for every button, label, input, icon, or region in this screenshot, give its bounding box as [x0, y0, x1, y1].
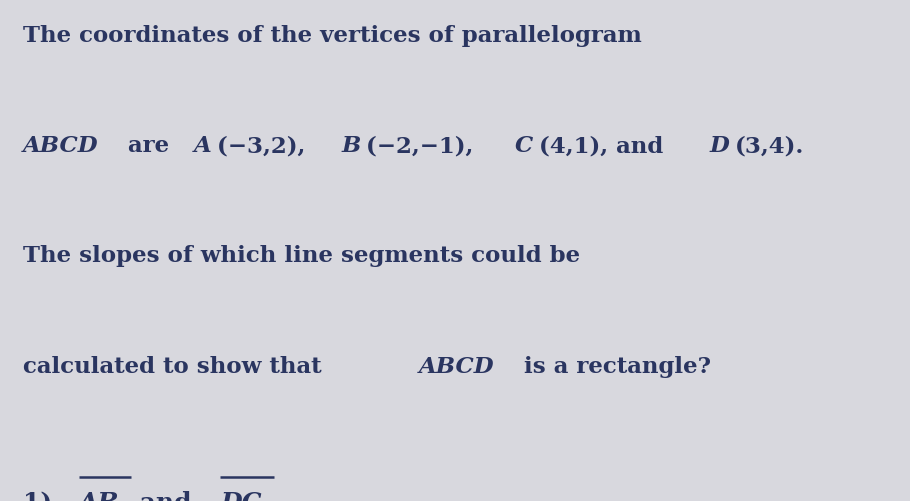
Text: ABCD: ABCD: [419, 356, 494, 378]
Text: B: B: [341, 135, 360, 157]
Text: C: C: [515, 135, 533, 157]
Text: D: D: [710, 135, 729, 157]
Text: calculated to show that: calculated to show that: [23, 356, 329, 378]
Text: ABCD: ABCD: [23, 135, 98, 157]
Text: (−2,−1),: (−2,−1),: [367, 135, 481, 157]
Text: and: and: [131, 491, 200, 501]
Text: The slopes of which line segments could be: The slopes of which line segments could …: [23, 245, 580, 268]
Text: AB: AB: [78, 491, 119, 501]
Text: 1): 1): [23, 491, 52, 501]
Text: (4,1), and: (4,1), and: [539, 135, 671, 157]
Text: DC: DC: [220, 491, 262, 501]
Text: The coordinates of the vertices of parallelogram: The coordinates of the vertices of paral…: [23, 25, 642, 47]
Text: is a rectangle?: is a rectangle?: [516, 356, 711, 378]
Text: (−3,2),: (−3,2),: [217, 135, 313, 157]
Text: A: A: [194, 135, 212, 157]
Text: are: are: [120, 135, 177, 157]
Text: (3,4).: (3,4).: [735, 135, 804, 157]
